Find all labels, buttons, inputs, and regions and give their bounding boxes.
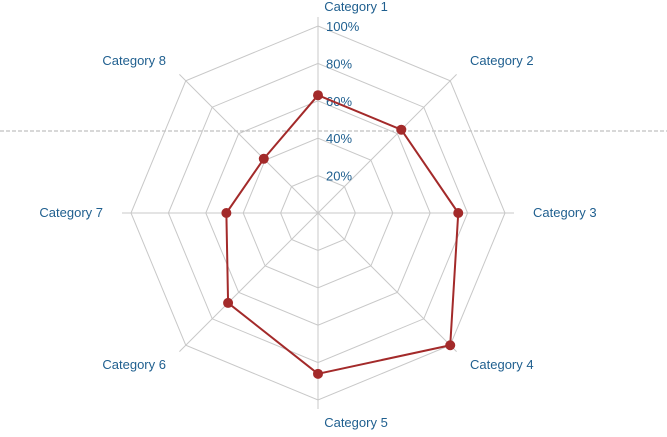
category-label: Category 5 <box>324 415 388 430</box>
data-point-5[interactable] <box>313 368 323 379</box>
category-labels: Category 1 Category 2 Category 3 Category 4… <box>39 0 596 430</box>
category-label: Category 4 <box>470 357 534 372</box>
spoke-8 <box>179 74 319 214</box>
category-label: Category 7 <box>39 205 103 220</box>
radial-tick-label: 60% <box>326 94 352 109</box>
category-label: Category 2 <box>470 53 534 68</box>
category-label: Category 1 <box>324 0 388 14</box>
data-point-4[interactable] <box>445 340 456 351</box>
data-point-3[interactable] <box>453 208 464 218</box>
radial-tick-label: 100% <box>326 19 360 34</box>
data-point-1[interactable] <box>313 90 323 101</box>
category-label: Category 6 <box>102 357 166 372</box>
spoke-6 <box>179 212 319 352</box>
data-point-6[interactable] <box>223 297 234 308</box>
radar-spokes <box>122 17 514 409</box>
radial-tick-label: 80% <box>326 56 352 71</box>
data-point-2[interactable] <box>396 124 407 135</box>
spoke-2 <box>317 74 457 214</box>
category-label: Category 8 <box>102 53 166 68</box>
data-point-8[interactable] <box>258 153 269 164</box>
data-point-7[interactable] <box>221 208 232 218</box>
category-label: Category 3 <box>533 205 597 220</box>
radial-tick-label: 20% <box>326 169 352 184</box>
radial-tick-label: 40% <box>326 131 352 146</box>
radial-tick-labels: 20% 40% 60% 80% 100% <box>326 19 360 184</box>
spoke-4 <box>317 212 457 352</box>
series-group <box>221 90 464 379</box>
